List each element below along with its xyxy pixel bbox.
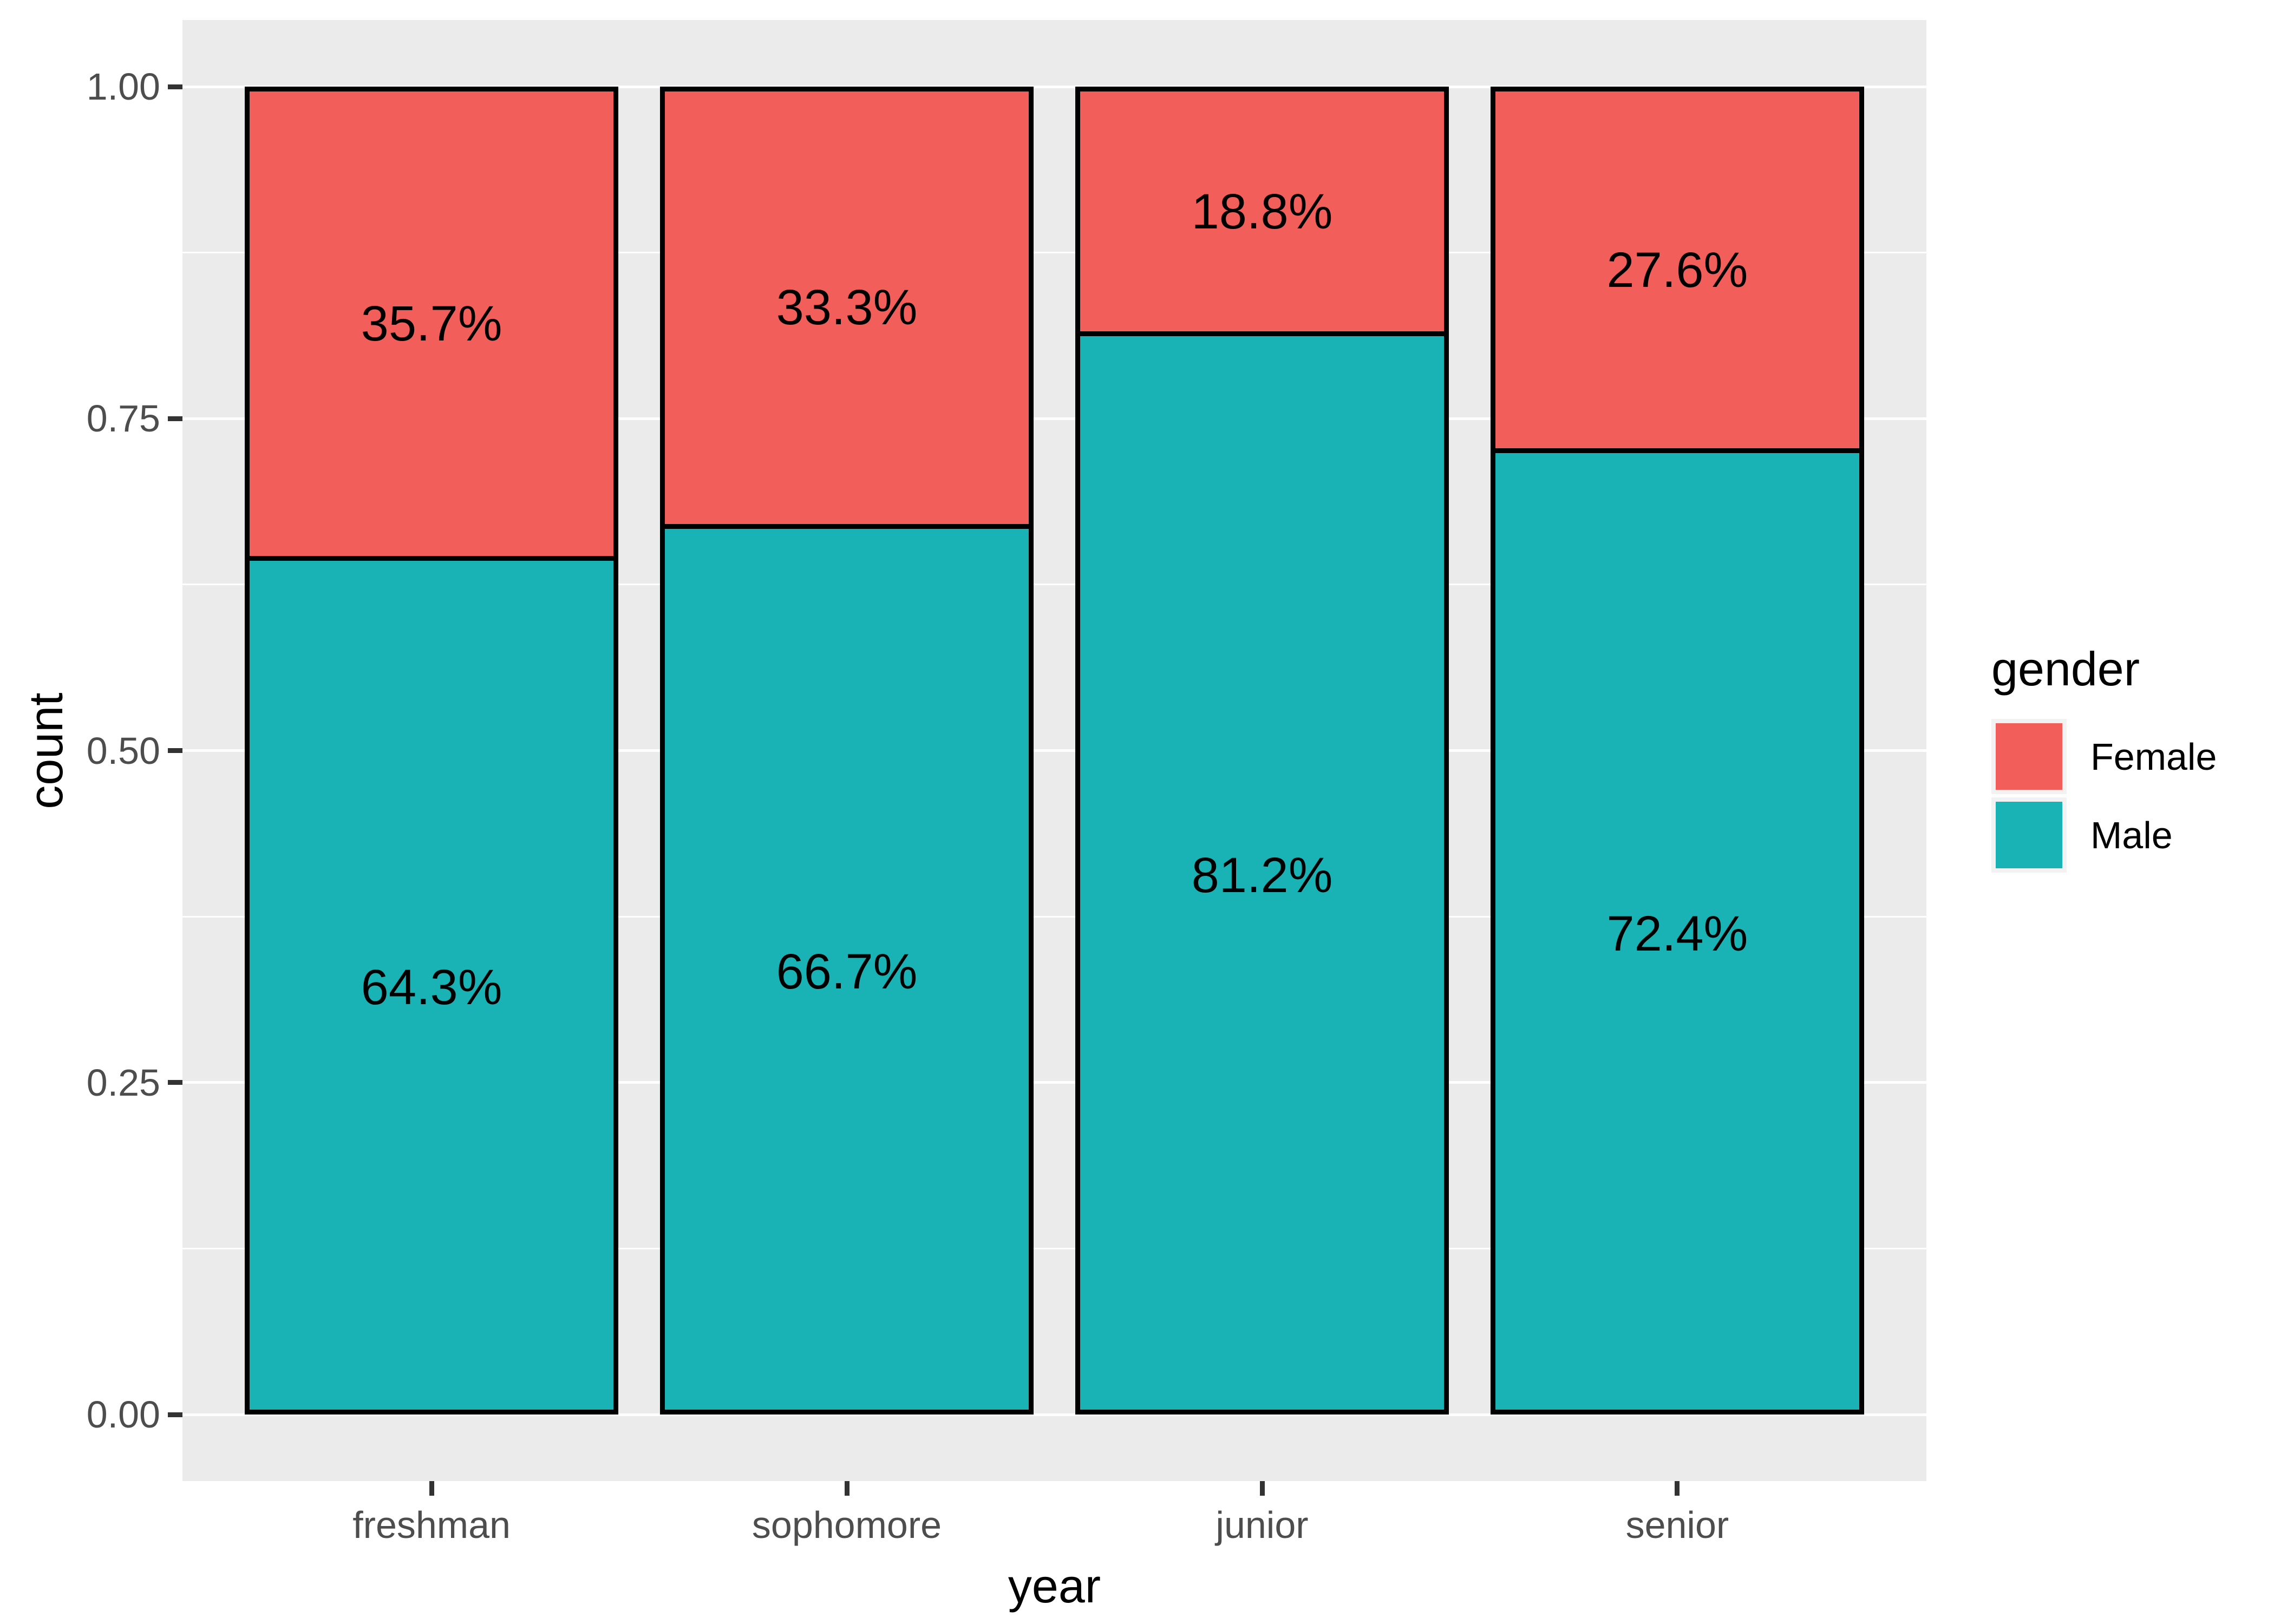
gridline-major-0.75 — [182, 417, 1926, 420]
legend-title: gender — [1991, 642, 2140, 696]
legend-key-Male — [1991, 797, 2067, 873]
gridline-major-0.25 — [182, 1081, 1926, 1084]
legend-entries: Female Male — [1991, 719, 2217, 873]
bar-label-sophomore-male: 66.7% — [776, 944, 918, 999]
legend-swatch-Male — [1996, 802, 2062, 868]
y-tick-mark-0.75 — [168, 416, 182, 421]
bar-senior-female — [1490, 87, 1864, 453]
legend-swatch-Female — [1996, 723, 2062, 790]
gridline-minor-0.125 — [182, 1247, 1926, 1249]
legend-entry-Male: Male — [1991, 797, 2217, 873]
x-axis-title: year — [1008, 1559, 1101, 1613]
legend-entry-Female: Female — [1991, 719, 2217, 794]
y-tick-mark-0.25 — [168, 1080, 182, 1085]
y-tick-label-0.50: 0.50 — [86, 729, 160, 772]
bar-label-freshman-male: 64.3% — [361, 960, 502, 1016]
bar-junior-female — [1075, 87, 1449, 337]
bar-freshman-female — [245, 87, 619, 561]
y-tick-label-0.00: 0.00 — [86, 1393, 160, 1436]
gridline-minor-0.375 — [182, 915, 1926, 918]
x-tick-label-freshman: freshman — [352, 1504, 511, 1546]
x-tick-mark-junior — [1259, 1481, 1265, 1496]
bar-label-senior-male: 72.4% — [1606, 906, 1748, 961]
y-tick-label-0.25: 0.25 — [86, 1061, 160, 1104]
gridline-major-1.00 — [182, 85, 1926, 88]
bar-label-senior-female: 27.6% — [1606, 242, 1748, 298]
bar-junior-male — [1075, 336, 1449, 1415]
x-tick-label-sophomore: sophomore — [752, 1504, 942, 1546]
y-tick-label-1.00: 1.00 — [86, 66, 160, 108]
bar-freshman-male — [245, 560, 619, 1415]
y-tick-mark-1.00 — [168, 84, 182, 89]
gridline-minor-0.875 — [182, 252, 1926, 254]
bar-label-junior-female: 18.8% — [1191, 184, 1333, 239]
y-tick-mark-0.50 — [168, 748, 182, 753]
bar-label-sophomore-female: 33.3% — [776, 280, 918, 336]
bar-senior-male — [1490, 453, 1864, 1415]
gridline-minor-0.625 — [182, 584, 1926, 586]
x-tick-mark-sophomore — [844, 1481, 850, 1496]
bar-label-freshman-female: 35.7% — [361, 296, 502, 351]
legend-label-Male: Male — [2090, 814, 2173, 856]
legend: gender Female Male — [1991, 645, 2217, 873]
bar-label-junior-male: 81.2% — [1191, 848, 1333, 903]
y-tick-mark-0.00 — [168, 1412, 182, 1417]
legend-key-Female — [1991, 719, 2067, 794]
bar-sophomore-female — [659, 87, 1034, 529]
x-tick-mark-freshman — [429, 1481, 434, 1496]
gridline-major-0.00 — [182, 1413, 1926, 1416]
bar-sophomore-male — [659, 528, 1034, 1415]
y-tick-label-0.75: 0.75 — [86, 397, 160, 440]
gridline-major-0.50 — [182, 749, 1926, 752]
x-tick-label-senior: senior — [1625, 1504, 1729, 1546]
legend-label-Female: Female — [2090, 735, 2217, 778]
x-tick-mark-senior — [1675, 1481, 1680, 1496]
x-tick-label-junior: junior — [1216, 1504, 1309, 1546]
